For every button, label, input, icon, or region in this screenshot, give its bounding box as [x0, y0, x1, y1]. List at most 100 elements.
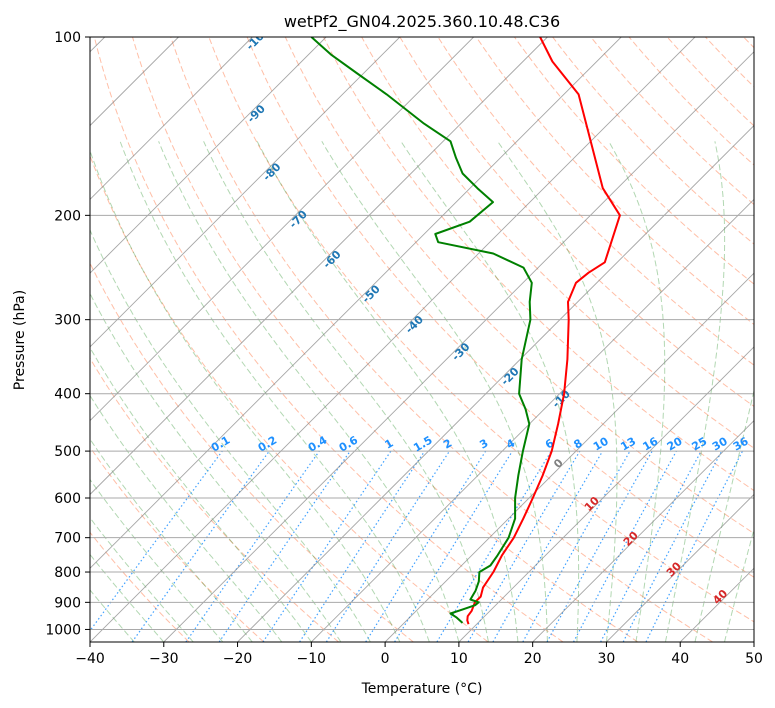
moist-adiabat: [321, 141, 548, 642]
mixing-ratio-label: 3: [477, 437, 490, 452]
isotherm: [90, 37, 401, 348]
x-tick-label: 40: [671, 651, 689, 667]
mixing-ratio-line: [436, 450, 552, 642]
dry-adiabat: [132, 37, 639, 642]
moist-adiabat: [90, 553, 165, 642]
isotherm: [90, 37, 327, 274]
isotherm: [606, 493, 754, 642]
isotherm: [90, 37, 696, 642]
mixing-ratio-line: [299, 450, 426, 642]
mixing-ratio-line: [218, 450, 351, 642]
moist-adiabat: [90, 394, 283, 642]
moist-adiabat: [694, 388, 754, 642]
dry-adiabat-label: -20: [498, 365, 521, 388]
y-axis: 100 200 300 400 500 600 700 800 900 1000: [45, 30, 90, 638]
x-tick-label: 10: [450, 651, 468, 667]
dry-adiabat-label: -40: [403, 313, 426, 336]
isotherm: [384, 272, 754, 642]
x-tick-label: −20: [223, 651, 253, 667]
dry-adiabat: [90, 357, 339, 642]
dry-adiabat: [323, 37, 754, 492]
dry-adiabat: [628, 37, 754, 166]
mixing-ratio-line: [394, 450, 513, 642]
temperature-profile: [466, 37, 621, 625]
mixing-ratio-line: [131, 450, 270, 642]
moist-adiabat: [90, 346, 312, 642]
x-axis-title: Temperature (°C): [361, 681, 483, 697]
chart-title: wetPf2_GN04.2025.360.10.48.C36: [284, 12, 560, 32]
moist-adiabat: [90, 478, 224, 642]
dry-adiabat-label: -80: [260, 160, 283, 183]
moist-adiabat: [119, 141, 430, 642]
mixing-ratio-line: [467, 450, 581, 642]
mixing-ratio-line: [572, 450, 677, 642]
y-tick-label: 700: [54, 531, 81, 547]
dewpoint-profile: [310, 37, 533, 624]
isotherm: [458, 346, 754, 642]
dry-adiabat-label: -50: [360, 282, 383, 305]
dry-adiabat: [93, 37, 564, 642]
mixing-ratio-line: [492, 450, 604, 642]
mixing-ratio-line: [546, 450, 653, 642]
mixing-ratio-line: [522, 450, 631, 642]
y-tick-label: 800: [54, 565, 81, 581]
isotherm: [90, 37, 474, 422]
x-tick-label: −10: [297, 651, 327, 667]
isotherm: [90, 37, 622, 569]
y-tick-label: 200: [54, 208, 81, 224]
isotherm: [163, 51, 754, 642]
dry-adiabat-label: -90: [245, 102, 268, 125]
dry-adiabat-label: -100: [244, 24, 273, 53]
dry-adiabat: [399, 37, 754, 407]
plot-area: -100-90-80-70-60-50-40-30-20-100.1 0.2 0.4…: [90, 24, 754, 642]
x-tick-label: −30: [149, 651, 179, 667]
isotherm: [753, 641, 754, 642]
mixing-ratio-label: 2: [441, 437, 454, 452]
y-tick-label: 100: [54, 30, 81, 46]
isotherm: [90, 37, 253, 200]
y-tick-label: 600: [54, 491, 81, 507]
mixing-ratio-line: [262, 450, 392, 642]
mixing-ratio-line: [325, 450, 451, 642]
dry-adiabat: [208, 37, 754, 623]
mixing-ratio-line: [365, 450, 487, 642]
dry-adiabat: [284, 37, 754, 535]
dry-adiabat: [90, 262, 414, 642]
x-tick-label: 20: [524, 651, 542, 667]
moist-adiabat: [203, 141, 489, 642]
plot-frame: [89, 36, 755, 643]
x-tick-label: −40: [75, 651, 105, 667]
y-tick-label: 1000: [45, 622, 81, 638]
dry-adiabat: [90, 154, 489, 642]
dry-adiabat: [90, 531, 190, 642]
y-axis-title: Pressure (hPa): [12, 290, 28, 390]
x-tick-label: 30: [598, 651, 616, 667]
mixing-ratio-line: [600, 450, 702, 642]
mixing-ratio-line: [90, 450, 223, 632]
mixing-ratio-line: [185, 450, 320, 642]
dry-adiabat: [552, 37, 754, 245]
dry-adiabat: [246, 37, 754, 578]
dry-adiabat: [513, 37, 754, 285]
x-axis: −40 −30 −20 −10 0 10 20 30 40 50: [75, 642, 763, 667]
x-tick-label: 0: [381, 651, 390, 667]
x-tick-label: 50: [745, 651, 763, 667]
dry-adiabat-label: -30: [449, 340, 472, 363]
moist-adiabat: [90, 516, 194, 642]
moist-adiabat: [724, 527, 754, 642]
y-tick-label: 300: [54, 313, 81, 329]
moist-adiabat-label: 10: [582, 494, 602, 514]
isotherm: [679, 567, 754, 642]
dry-adiabat-label: -70: [287, 208, 310, 231]
moist-adiabat: [608, 141, 666, 642]
dry-adiabat: [170, 37, 713, 642]
dry-adiabat: [437, 37, 754, 366]
moist-adiabat: [90, 228, 371, 642]
y-tick-label: 900: [54, 595, 81, 611]
isotherm: [311, 198, 754, 642]
moist-adiabat-label: 40: [710, 587, 730, 607]
isotherm: [532, 420, 754, 642]
isotherm: [237, 124, 754, 642]
y-tick-label: 400: [54, 387, 81, 403]
